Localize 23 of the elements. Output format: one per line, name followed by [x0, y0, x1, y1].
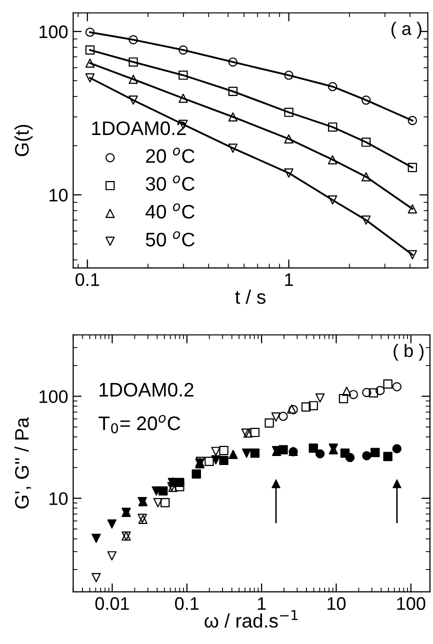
legend-label: 30 $^{o}$C [146, 176, 194, 191]
x-axis-title: t / s [235, 290, 266, 304]
legend-title: 1DOAM0.2 [92, 121, 186, 136]
y-tick-label: 100 [40, 390, 68, 404]
y-axis-title: G', G'' / Pa [14, 417, 32, 508]
y-tick-label: 10 [50, 188, 68, 202]
x-tick-label: 0.01 [95, 597, 129, 610]
y-axis-title: G(t) [14, 124, 33, 156]
x-tick-label: 1 [258, 597, 266, 610]
x-tick-label: 10 [328, 597, 346, 610]
y-tick-label: 10 [50, 492, 68, 506]
x-tick-label: 100 [397, 597, 426, 610]
x-tick-label: 0.1 [76, 273, 100, 286]
annotation: T$_{0}$= 20$^{o}$C [98, 414, 180, 434]
legend-label: 40 $^{o}$C [146, 203, 194, 219]
annotation: 1DOAM0.2 [100, 382, 194, 397]
legend-label: 20 $^{o}$C [146, 148, 194, 163]
x-tick-label: 0.1 [175, 597, 199, 610]
y-tick-label: 100 [40, 25, 68, 38]
x-tick-label: 1 [285, 273, 293, 286]
legend-label: 50 $^{o}$C [146, 231, 194, 246]
x-axis-title: ω / rad.s$^{−1}$ [204, 610, 298, 628]
annotation: ( b ) [394, 344, 424, 361]
